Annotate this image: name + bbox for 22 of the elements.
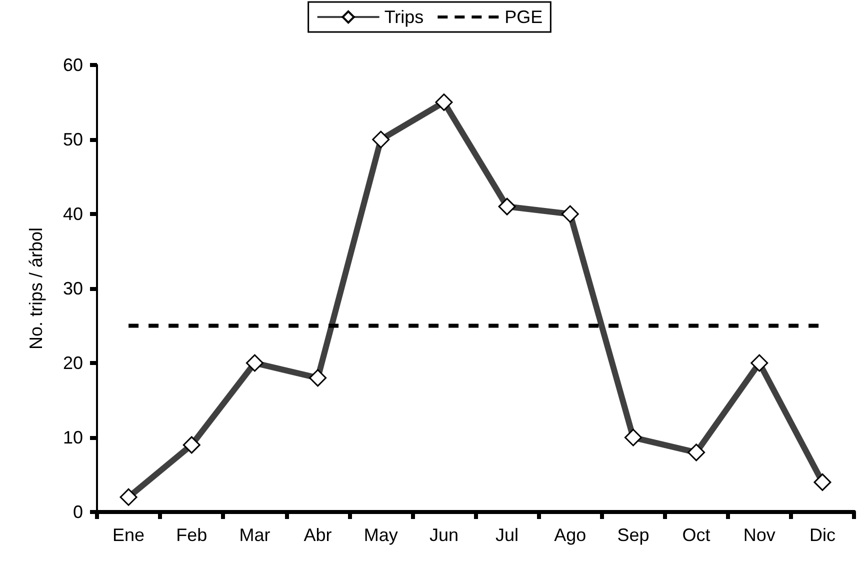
y-tick-label: 40 bbox=[62, 204, 83, 224]
y-tick-label: 60 bbox=[62, 55, 83, 75]
legend-label: Trips bbox=[384, 7, 424, 27]
x-tick-label: Dic bbox=[809, 525, 836, 545]
x-tick-label: Jul bbox=[496, 525, 519, 545]
y-tick-label: 0 bbox=[72, 502, 83, 522]
x-tick-label: Abr bbox=[304, 525, 332, 545]
x-tick-label: Mar bbox=[239, 525, 270, 545]
legend-label: PGE bbox=[504, 7, 543, 27]
y-tick-label: 20 bbox=[62, 353, 83, 373]
y-tick-label: 30 bbox=[62, 278, 83, 298]
y-tick-label: 10 bbox=[62, 428, 83, 448]
x-tick-label: Ene bbox=[112, 525, 145, 545]
x-tick-label: Ago bbox=[554, 525, 586, 545]
x-tick-label: Feb bbox=[176, 525, 208, 545]
y-axis-title: No. trips / árbol bbox=[26, 227, 46, 350]
x-tick-label: Oct bbox=[682, 525, 710, 545]
x-tick-label: Nov bbox=[743, 525, 776, 545]
x-tick-label: May bbox=[364, 525, 398, 545]
y-tick-label: 50 bbox=[62, 130, 83, 150]
x-tick-label: Sep bbox=[617, 525, 650, 545]
x-tick-label: Jun bbox=[429, 525, 458, 545]
